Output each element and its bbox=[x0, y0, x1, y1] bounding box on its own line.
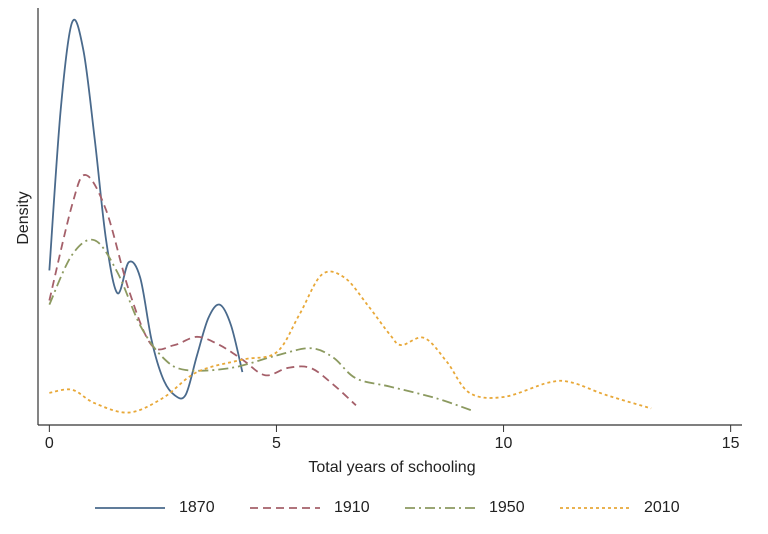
x-axis-label: Total years of schooling bbox=[308, 459, 475, 476]
legend-label: 2010 bbox=[644, 499, 680, 516]
x-tick-label: 0 bbox=[45, 435, 54, 452]
y-axis-label: Density bbox=[15, 191, 32, 244]
legend-label: 1910 bbox=[334, 499, 370, 516]
series-line bbox=[48, 238, 473, 412]
series-line bbox=[48, 19, 244, 400]
x-tick-label: 5 bbox=[272, 435, 281, 452]
series-line bbox=[48, 174, 357, 406]
series-line bbox=[49, 270, 652, 414]
legend-label: 1870 bbox=[179, 499, 215, 516]
x-tick-label: 15 bbox=[722, 435, 740, 452]
legend-label: 1950 bbox=[489, 499, 525, 516]
x-tick-label: 10 bbox=[495, 435, 513, 452]
